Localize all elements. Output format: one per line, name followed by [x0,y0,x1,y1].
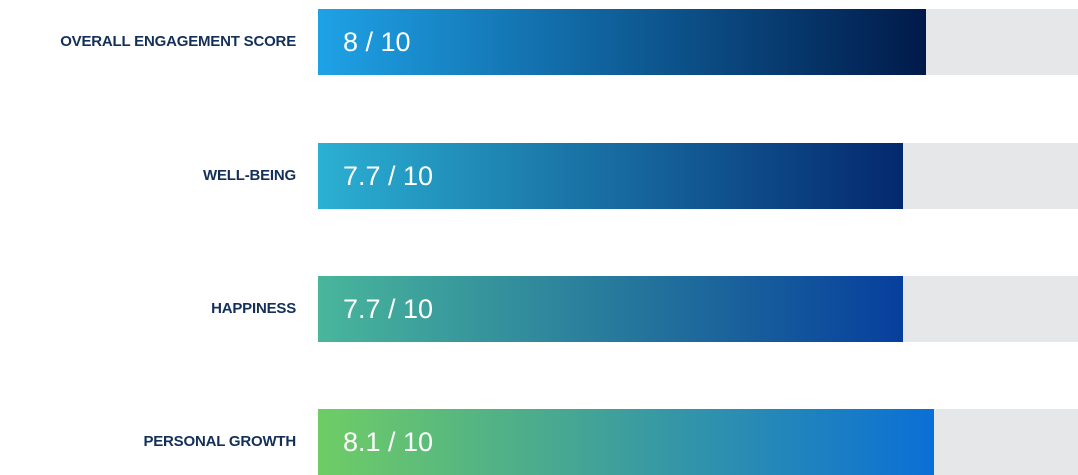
category-label: PERSONAL GROWTH [143,433,296,450]
bar: 7.7 / 10 [318,276,903,342]
value-label: 8.1 / 10 [343,427,434,457]
value-label: 8 / 10 [343,27,411,57]
bar: 7.7 / 10 [318,143,903,209]
category-label: HAPPINESS [211,300,296,317]
bar-row: WELL-BEING 7.7 / 10 [0,143,1078,209]
bar-row: HAPPINESS 7.7 / 10 [0,276,1078,342]
value-label: 7.7 / 10 [343,294,434,324]
category-label: OVERALL ENGAGEMENT SCORE [60,33,296,50]
bar-track: 8.1 / 10 [318,409,1078,475]
bar: 8 / 10 [318,9,926,75]
bar-track: 7.7 / 10 [318,143,1078,209]
bar-row: OVERALL ENGAGEMENT SCORE 8 / 10 [0,9,1078,75]
value-label: 7.7 / 10 [343,161,434,191]
bar: 8.1 / 10 [318,409,934,475]
bar-row: PERSONAL GROWTH 8.1 / 10 [0,409,1078,475]
bar-track: 8 / 10 [318,9,1078,75]
category-label: WELL-BEING [203,167,296,184]
bar-track: 7.7 / 10 [318,276,1078,342]
